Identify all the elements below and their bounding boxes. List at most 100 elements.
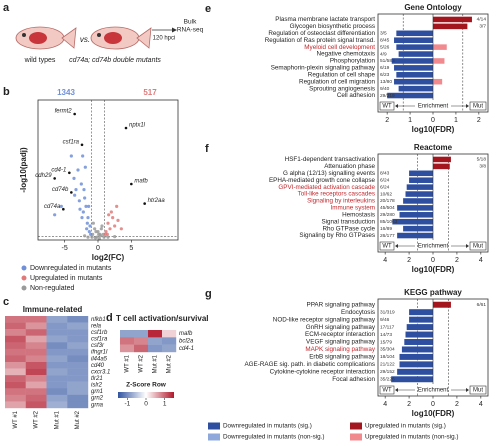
- x-tick-label: 4: [383, 401, 387, 408]
- category-label: Regulation of cell migration: [299, 78, 375, 85]
- heat-cell: [5, 401, 26, 409]
- point: [85, 227, 89, 231]
- heatmap-title: Immune-related: [23, 305, 83, 314]
- point: [76, 168, 80, 172]
- bar: [391, 58, 433, 64]
- gene-count: 3/5: [380, 31, 387, 37]
- gene-count: 3/8: [479, 164, 486, 170]
- heat-cell: [25, 316, 47, 323]
- row-label: ifngr1l: [91, 350, 108, 356]
- gene-count: 35/226: [380, 377, 395, 383]
- point: [97, 237, 101, 241]
- heat-cell: [46, 381, 68, 389]
- annotated-point: [68, 171, 71, 175]
- heat-cell: [67, 355, 89, 363]
- bar: [433, 163, 450, 170]
- point: [116, 218, 120, 222]
- point: [79, 182, 83, 186]
- bar: [398, 51, 433, 57]
- bar: [433, 44, 447, 50]
- x-tick-label: 2: [407, 257, 411, 264]
- heat-cell: [67, 362, 89, 369]
- heat-cell: [25, 335, 47, 343]
- heat-cell: [67, 316, 89, 323]
- point: [84, 204, 88, 208]
- control-label: wild types: [24, 57, 56, 64]
- y-axis-label: -log10(padj): [19, 147, 28, 193]
- legend-label: Downregulated in mutants (sig.): [223, 423, 312, 430]
- direction-label: WT: [382, 244, 392, 250]
- gene-count: 9/40: [380, 86, 390, 92]
- point: [108, 227, 112, 231]
- x-axis-label: log10(FDR): [412, 125, 455, 134]
- gene-count: 85/1063: [380, 219, 398, 225]
- point: [86, 216, 90, 220]
- gene-count: 31/319: [380, 309, 395, 315]
- heat-cell: [5, 348, 26, 356]
- direction-arrowhead: [395, 244, 398, 248]
- point: [93, 236, 97, 240]
- heat-cell: [120, 337, 135, 345]
- heat-cell: [148, 344, 163, 353]
- row-label: mafb: [179, 331, 193, 337]
- point: [78, 207, 82, 211]
- point: [80, 216, 84, 220]
- category-label: Regulation of cell shape: [308, 71, 376, 78]
- heat-cell: [25, 381, 47, 389]
- bar: [396, 72, 433, 78]
- category-label: Plasma membrane lactate transport: [275, 16, 375, 23]
- chart-title: Reactome: [414, 143, 453, 152]
- point: [86, 235, 90, 239]
- category-label: Sprouting angiogenesis: [309, 85, 375, 92]
- heat-cell: [5, 355, 26, 363]
- bar: [397, 232, 433, 239]
- legend-label: Downregulated in mutants (non-sig.): [223, 434, 325, 441]
- category-label: ECM-receptor interaction: [305, 331, 375, 338]
- point: [104, 230, 108, 234]
- legend-swatch: [350, 433, 362, 441]
- row-label: rela: [91, 323, 102, 329]
- gene-label: nptx1l: [129, 123, 146, 129]
- gene-count: 45/504: [380, 205, 395, 211]
- heat-cell: [5, 342, 26, 350]
- direction-box: [379, 101, 395, 111]
- heat-cell: [67, 348, 89, 356]
- x-tick-label: 2: [407, 401, 411, 408]
- category-label: Immune system: [331, 205, 375, 212]
- heat-cell: [25, 388, 47, 396]
- direction-box: [469, 385, 487, 395]
- heat-cell: [46, 368, 68, 376]
- gene-count: 18/104: [380, 354, 395, 360]
- panel-letter: c: [3, 296, 9, 308]
- bar: [409, 177, 433, 183]
- heat-cell: [25, 375, 47, 382]
- direction-box: [469, 241, 487, 251]
- annotated-point: [80, 143, 84, 147]
- direction-label: Enrichment: [418, 104, 449, 110]
- bar: [394, 65, 433, 71]
- heat-cell: [46, 316, 68, 323]
- heat-cell: [120, 330, 135, 338]
- x-tick-label: 4: [479, 401, 483, 408]
- gene-label: fermt2: [55, 109, 73, 115]
- heat-cell: [46, 401, 68, 409]
- direction-label: Enrichment: [418, 244, 449, 250]
- heat-cell: [5, 381, 26, 389]
- row-label: il44a5: [91, 356, 108, 362]
- point: [109, 210, 113, 214]
- heat-cell: [5, 335, 26, 343]
- gene-count: 16/89: [380, 226, 392, 232]
- category-label: Rho GTPase cycle: [323, 225, 376, 232]
- gene-count: 14/73: [380, 332, 392, 338]
- category-label: Regulation of osteoclast differentiation: [268, 30, 375, 37]
- point: [113, 235, 117, 239]
- category-label: HSF1-dependent transactivation: [285, 156, 376, 163]
- colorbar: [118, 392, 174, 398]
- category-label: Focal adhesion: [332, 376, 375, 383]
- heat-cell: [46, 329, 68, 336]
- category-label: Phosphorylation: [330, 58, 376, 65]
- category-label: EPHA-mediated growth cone collapse: [269, 177, 376, 184]
- panel-letter: f: [205, 143, 209, 155]
- heat-cell: [67, 329, 89, 336]
